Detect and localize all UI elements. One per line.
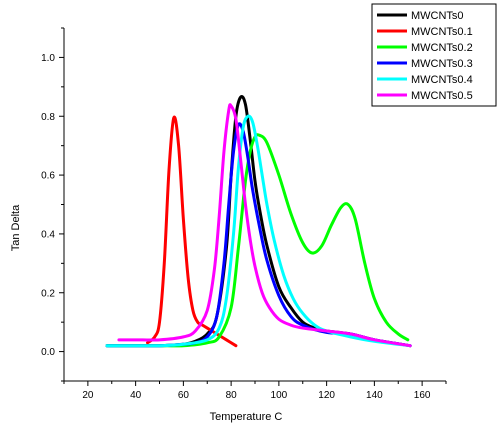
x-tick-label: 20 xyxy=(82,390,94,401)
series-layer xyxy=(105,94,412,348)
legend-label: MWCNTs0 xyxy=(411,10,464,22)
axes-layer: 20 40 60 80 100 120 140 160 0.0 0.2 0.4 0.6 0.8 1.0 xyxy=(41,27,447,401)
legend-box xyxy=(371,3,497,107)
legend-label: MWCNTs0.2 xyxy=(411,42,473,54)
y-tick-label: 0.2 xyxy=(41,288,55,299)
y-axis-title: Tan Delta xyxy=(10,204,22,251)
x-tick-label: 60 xyxy=(178,390,190,401)
legend: MWCNTs0 MWCNTs0.1 MWCNTs0.2 MWCNTs0.3 MWCNTs… xyxy=(371,3,497,107)
x-axis-title: Temperature C xyxy=(210,411,283,423)
y-tick-label: 0.4 xyxy=(41,229,55,240)
legend-label: MWCNTs0.3 xyxy=(411,58,473,70)
legend-label: MWCNTs0.1 xyxy=(411,26,473,38)
series-line-3 xyxy=(105,133,410,348)
x-tick-label: 40 xyxy=(130,390,142,401)
y-tick-label: 0.8 xyxy=(41,112,55,123)
x-tick-label: 80 xyxy=(226,390,238,401)
legend-label: MWCNTs0.5 xyxy=(411,90,473,102)
y-tick-label: 0.6 xyxy=(41,171,55,182)
x-tick-label: 160 xyxy=(414,390,431,401)
legend-label: MWCNTs0.4 xyxy=(411,74,473,86)
y-tick-label: 1.0 xyxy=(41,53,55,64)
series-line-5 xyxy=(105,114,412,348)
y-tick-label: 0.0 xyxy=(41,347,55,358)
series-line-6 xyxy=(117,103,412,348)
x-tick-label: 100 xyxy=(271,390,288,401)
x-tick-label: 120 xyxy=(318,390,335,401)
x-tick-label: 140 xyxy=(366,390,383,401)
